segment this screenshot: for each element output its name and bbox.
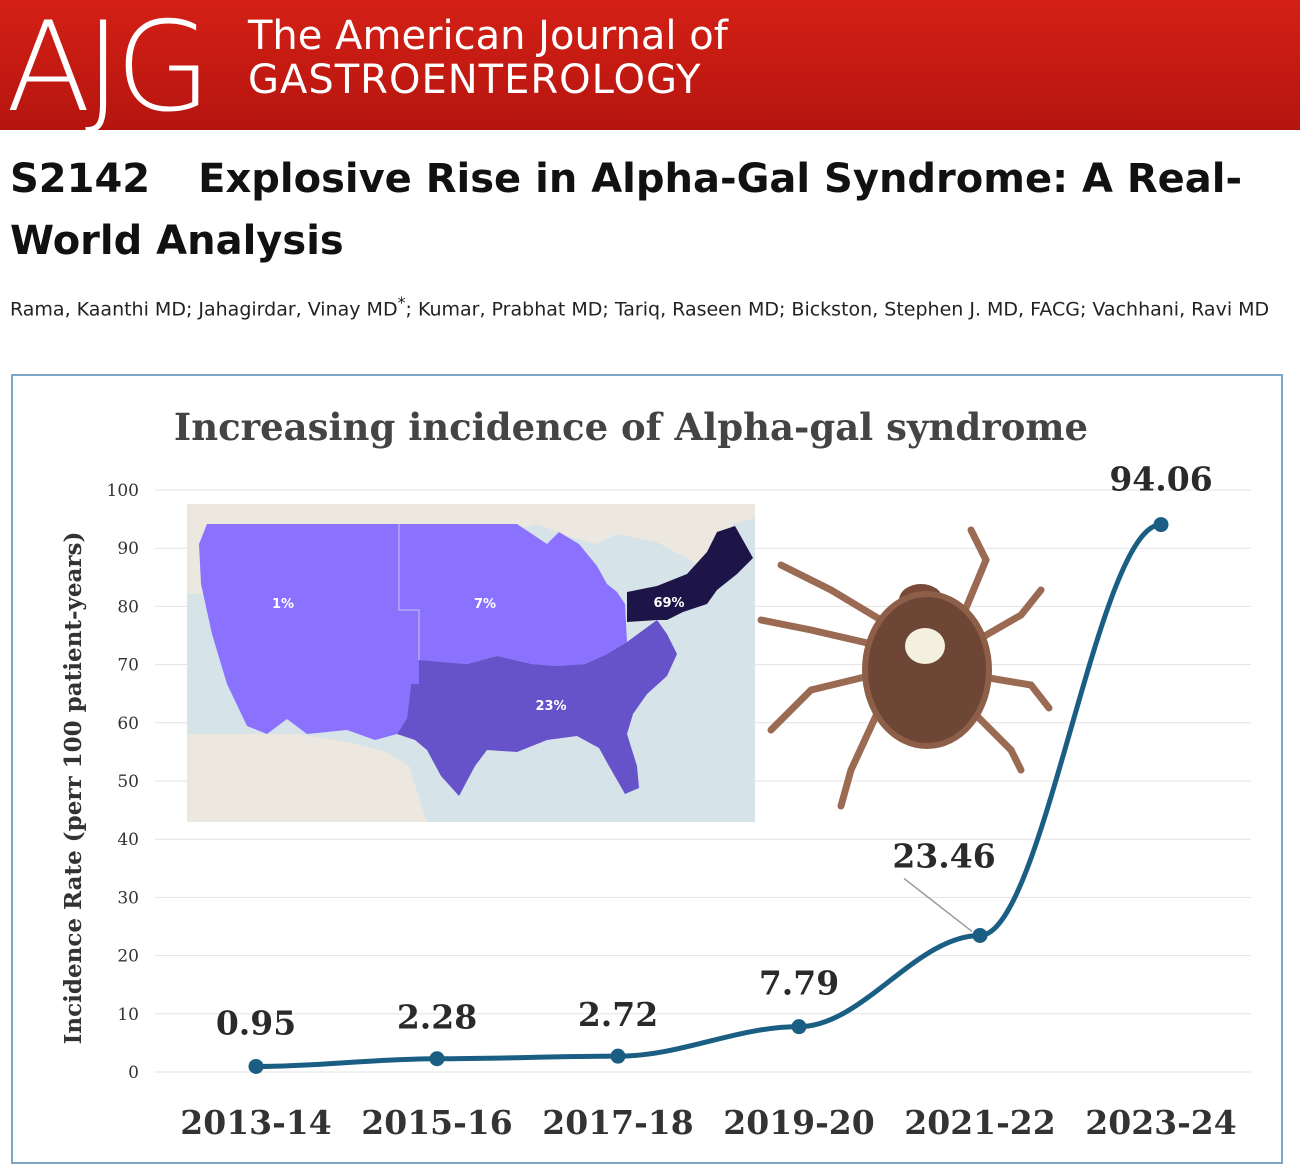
figure-frame: Increasing incidence of Alpha-gal syndro… [11,374,1283,1164]
y-tick-label: 90 [117,539,139,559]
data-label: 94.06 [1109,460,1212,499]
journal-name-line2: GASTROENTEROLOGY [248,57,702,103]
authors-part1: Rama, Kaanthi MD; Jahagirdar, Vinay MD [10,298,398,321]
data-point [610,1048,626,1064]
map-region-midwest [399,524,627,666]
journal-name-line1: The American Journal of [248,13,728,59]
data-point [248,1058,264,1074]
y-tick-label: 100 [107,481,139,501]
map-mexico-land [187,734,427,822]
journal-banner: AJG The American Journal of GASTROENTERO… [0,0,1300,130]
map-label-northeast: 69% [653,596,684,611]
us-region-map: 1% 7% 23% 69% [187,504,755,822]
y-tick-label: 10 [117,1005,139,1025]
data-label: 2.28 [397,998,477,1037]
map-label-south: 23% [535,699,566,714]
x-tick-label: 2021-22 [904,1103,1055,1142]
y-tick-label: 60 [117,714,139,734]
data-label-leader [903,877,973,933]
y-tick-label: 70 [117,656,139,676]
series-marks: 0.95 2.28 2.72 7.79 23.46 94.06 [216,460,1213,1074]
chart-title: Increasing incidence of Alpha-gal syndro… [174,405,1088,449]
abstract-code: S2142 [10,156,151,202]
x-tick-label: 2015-16 [361,1103,512,1142]
map-region-west [199,524,419,740]
x-tick-label: 2019-20 [723,1103,874,1142]
data-label: 7.79 [759,964,839,1003]
authors-part2: ; Kumar, Prabhat MD; Tariq, Raseen MD; B… [405,298,1270,321]
map-label-west: 1% [272,597,294,612]
incidence-chart: Increasing incidence of Alpha-gal syndro… [60,405,1251,1142]
data-label: 23.46 [892,836,995,875]
tick-illustration [757,526,1053,810]
y-tick-label: 20 [117,947,139,967]
map-region-south [397,620,677,796]
x-tick-label: 2013-14 [180,1103,331,1142]
journal-logo[interactable]: AJG [6,0,211,140]
y-tick-label: 30 [117,888,139,908]
y-tick-label: 80 [117,597,139,617]
y-tick-label: 40 [117,830,139,850]
journal-name: The American Journal of GASTROENTEROLOGY [248,14,728,102]
data-label: 2.72 [578,995,658,1034]
x-tick-label: 2023-24 [1085,1103,1236,1142]
map-region-northeast [627,526,753,622]
x-tick-label: 2017-18 [542,1103,693,1142]
data-point [429,1051,445,1067]
article-title: S2142 Explosive Rise in Alpha-Gal Syndrom… [10,148,1295,272]
data-point [1153,517,1169,533]
map-border-west [398,524,420,660]
data-point [972,927,988,943]
y-tick-label: 50 [117,772,139,792]
article-title-text: Explosive Rise in Alpha-Gal Syndrome: A … [10,156,1243,264]
tick-lone-star-spot [905,628,945,664]
tick-body [862,591,992,749]
author-list: Rama, Kaanthi MD; Jahagirdar, Vinay MD*;… [10,284,1295,328]
y-axis-label: Incidence Rate (perr 100 patient-years) [60,532,87,1045]
corresponding-author-mark: * [397,293,406,312]
y-tick-label: 0 [128,1063,139,1083]
data-point [791,1019,807,1035]
y-axis-ticks: 0 10 20 30 40 50 60 70 80 90 100 [107,481,139,1083]
data-label: 0.95 [216,1003,296,1042]
x-axis-ticks: 2013-14 2015-16 2017-18 2019-20 2021-22 2023-… [180,1103,1236,1142]
map-label-midwest: 7% [474,597,496,612]
